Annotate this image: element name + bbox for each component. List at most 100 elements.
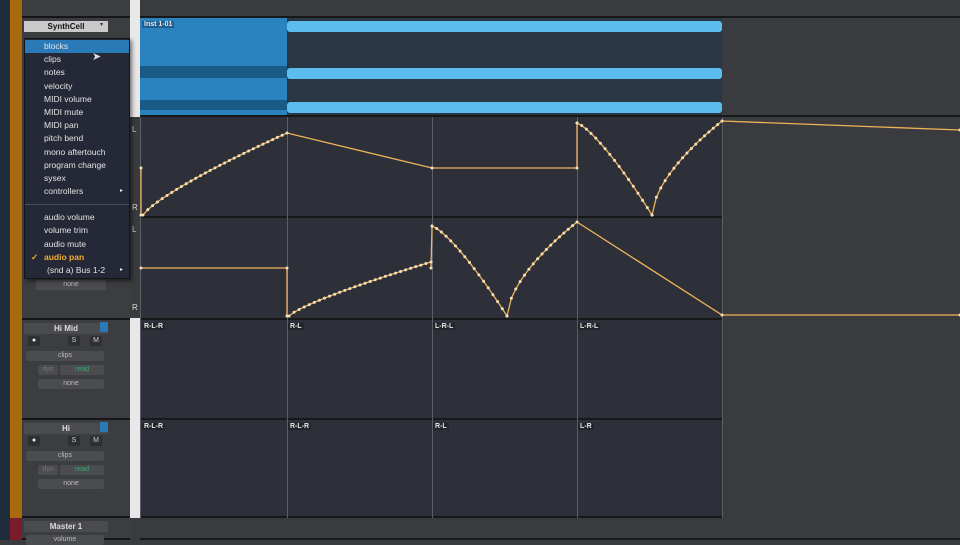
automation-breakpoint[interactable] — [482, 280, 485, 283]
automation-breakpoint[interactable] — [288, 315, 291, 318]
automation-breakpoint[interactable] — [242, 152, 245, 155]
automation-breakpoint[interactable] — [646, 206, 649, 209]
automation-breakpoint[interactable] — [281, 134, 284, 137]
automation-breakpoint[interactable] — [313, 301, 316, 304]
automation-breakpoint[interactable] — [369, 280, 372, 283]
automation-breakpoint[interactable] — [394, 272, 397, 275]
menu-item-volume-trim[interactable]: volume trim — [25, 224, 129, 237]
automation-breakpoint[interactable] — [473, 267, 476, 270]
menu-item-audio-volume[interactable]: audio volume — [25, 211, 129, 224]
automation-breakpoint[interactable] — [585, 128, 588, 131]
automation-breakpoint[interactable] — [459, 250, 462, 253]
automation-breakpoint[interactable] — [668, 173, 671, 176]
automation-curve-lane-1[interactable] — [141, 121, 960, 215]
automation-breakpoint[interactable] — [379, 277, 382, 280]
automation-breakpoint[interactable] — [664, 179, 667, 182]
automation-breakpoint[interactable] — [686, 151, 689, 154]
automation-breakpoint[interactable] — [594, 137, 597, 140]
automation-breakpoint[interactable] — [308, 303, 311, 306]
automation-breakpoint[interactable] — [431, 225, 434, 228]
automation-breakpoint[interactable] — [430, 267, 433, 270]
automation-breakpoint[interactable] — [721, 314, 724, 317]
automation-breakpoint[interactable] — [204, 171, 207, 174]
automation-breakpoint[interactable] — [140, 167, 143, 170]
automation-breakpoint[interactable] — [677, 161, 680, 164]
automation-breakpoint[interactable] — [233, 157, 236, 160]
automation-breakpoint[interactable] — [468, 261, 471, 264]
menu-item-midi-volume[interactable]: MIDI volume — [25, 93, 129, 106]
automation-breakpoint[interactable] — [209, 169, 212, 172]
automation-breakpoint[interactable] — [514, 288, 517, 291]
automation-breakpoint[interactable] — [562, 232, 565, 235]
menu-item-sysex[interactable]: sysex — [25, 172, 129, 185]
automation-breakpoint[interactable] — [449, 239, 452, 242]
automation-breakpoint[interactable] — [146, 208, 149, 211]
automation-breakpoint[interactable] — [419, 264, 422, 267]
automation-breakpoint[interactable] — [384, 275, 387, 278]
automation-breakpoint[interactable] — [140, 267, 143, 270]
automation-breakpoint[interactable] — [185, 182, 188, 185]
automation-breakpoint[interactable] — [223, 161, 226, 164]
automation-breakpoint[interactable] — [170, 191, 173, 194]
menu-item-controllers[interactable]: controllers▸ — [25, 185, 129, 198]
menu-item-velocity[interactable]: velocity — [25, 80, 129, 93]
automation-breakpoint[interactable] — [218, 164, 221, 167]
automation-breakpoint[interactable] — [636, 192, 639, 195]
automation-breakpoint[interactable] — [194, 177, 197, 180]
automation-breakpoint[interactable] — [590, 132, 593, 135]
automation-breakpoint[interactable] — [618, 165, 621, 168]
menu-item-audio-mute[interactable]: audio mute — [25, 238, 129, 251]
automation-breakpoint[interactable] — [276, 136, 279, 139]
menu-item-blocks[interactable]: blocks — [25, 40, 129, 53]
automation-breakpoint[interactable] — [353, 285, 356, 288]
automation-breakpoint[interactable] — [532, 262, 535, 265]
automation-breakpoint[interactable] — [199, 174, 202, 177]
automation-breakpoint[interactable] — [247, 150, 250, 153]
automation-breakpoint[interactable] — [454, 244, 457, 247]
automation-breakpoint[interactable] — [712, 127, 715, 130]
automation-breakpoint[interactable] — [554, 239, 557, 242]
automation-breakpoint[interactable] — [571, 224, 574, 227]
automation-breakpoint[interactable] — [536, 257, 539, 260]
menu-item-snd-a-bus-1-2[interactable]: (snd a) Bus 1-2▸ — [25, 264, 129, 277]
automation-breakpoint[interactable] — [142, 214, 145, 217]
automation-breakpoint[interactable] — [580, 124, 583, 127]
automation-breakpoint[interactable] — [523, 274, 526, 277]
automation-breakpoint[interactable] — [257, 145, 260, 148]
automation-breakpoint[interactable] — [477, 273, 480, 276]
automation-breakpoint[interactable] — [541, 252, 544, 255]
automation-breakpoint[interactable] — [681, 156, 684, 159]
automation-breakpoint[interactable] — [651, 214, 654, 217]
automation-breakpoint[interactable] — [576, 167, 579, 170]
automation-breakpoint[interactable] — [180, 185, 183, 188]
automation-breakpoint[interactable] — [151, 204, 154, 207]
automation-breakpoint[interactable] — [659, 187, 662, 190]
automation-breakpoint[interactable] — [175, 188, 178, 191]
automation-breakpoint[interactable] — [404, 268, 407, 271]
automation-breakpoint[interactable] — [527, 268, 530, 271]
automation-breakpoint[interactable] — [262, 143, 265, 146]
automation-breakpoint[interactable] — [545, 248, 548, 251]
menu-item-clips[interactable]: clips — [25, 53, 129, 66]
automation-breakpoint[interactable] — [214, 166, 217, 169]
automation-breakpoint[interactable] — [694, 143, 697, 146]
automation-breakpoint[interactable] — [252, 147, 255, 150]
automation-breakpoint[interactable] — [622, 171, 625, 174]
automation-breakpoint[interactable] — [359, 283, 362, 286]
automation-breakpoint[interactable] — [549, 244, 552, 247]
menu-item-pitch-bend[interactable]: pitch bend — [25, 132, 129, 145]
automation-breakpoint[interactable] — [699, 138, 702, 141]
automation-breakpoint[interactable] — [496, 300, 499, 303]
automation-breakpoint[interactable] — [655, 196, 658, 199]
automation-breakpoint[interactable] — [389, 273, 392, 276]
automation-breakpoint[interactable] — [286, 267, 289, 270]
automation-breakpoint[interactable] — [343, 289, 346, 292]
automation-breakpoint[interactable] — [716, 123, 719, 126]
automation-breakpoint[interactable] — [519, 280, 522, 283]
automation-breakpoint[interactable] — [632, 185, 635, 188]
automation-breakpoint[interactable] — [161, 197, 164, 200]
menu-item-notes[interactable]: notes — [25, 66, 129, 79]
automation-breakpoint[interactable] — [298, 308, 301, 311]
automation-breakpoint[interactable] — [156, 201, 159, 204]
